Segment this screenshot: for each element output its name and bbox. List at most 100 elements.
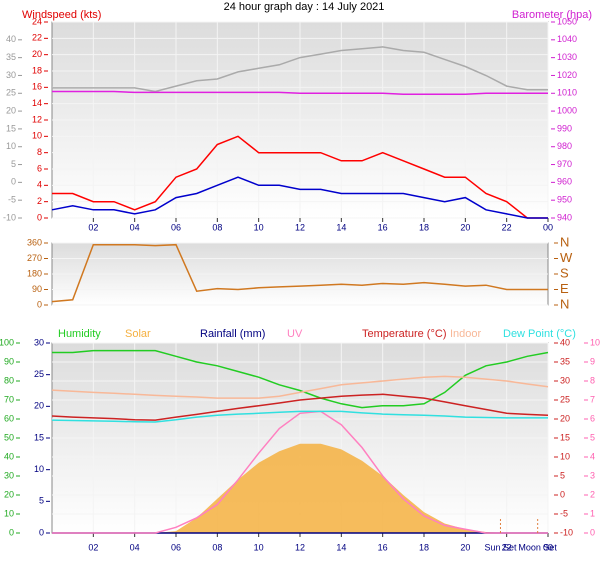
legend-entry: Indoor xyxy=(450,328,482,340)
y3-tick-label: 20 xyxy=(34,401,44,411)
y4-tick-label: 6 xyxy=(590,413,595,423)
x-tick-label: 06 xyxy=(171,542,181,552)
windspeed-label: Windspeed (kts) xyxy=(22,9,101,21)
line xyxy=(52,46,548,93)
barometer-label: Barometer (hpa) xyxy=(512,9,592,21)
y2-tick-label: -5 xyxy=(560,508,568,518)
x-tick-label: 10 xyxy=(254,222,264,232)
y3-tick-label: 25 xyxy=(34,369,44,379)
y3-tick-label: 25 xyxy=(6,88,16,98)
y3-tick-label: -5 xyxy=(8,195,16,205)
y-tick-label: 16 xyxy=(32,82,42,92)
y4-tick-label: 7 xyxy=(590,394,595,404)
y4-tick-label: 4 xyxy=(590,451,595,461)
y4-tick-label: 0 xyxy=(590,527,595,537)
line xyxy=(51,176,548,219)
legend-entry: Humidity xyxy=(58,328,101,340)
y3-tick-label: 35 xyxy=(6,52,16,62)
y2-tick-label: -10 xyxy=(560,527,573,537)
y3-tick-label: 10 xyxy=(34,464,44,474)
y3-tick-label: 0 xyxy=(39,527,44,537)
x-tick-label: 14 xyxy=(336,222,346,232)
line xyxy=(52,349,549,409)
area xyxy=(52,443,548,533)
y2-tick-label: 0 xyxy=(560,489,565,499)
y2-tick-label: 25 xyxy=(560,394,570,404)
x-tick-label: 10 xyxy=(254,542,264,552)
y-tick-label: 80 xyxy=(4,375,14,385)
y-tick-label: 270 xyxy=(27,253,42,263)
y-tick-label: 50 xyxy=(4,432,14,442)
y-tick-label: 6 xyxy=(37,163,42,173)
x-tick-label: 16 xyxy=(378,542,388,552)
x-tick-label: 00 xyxy=(543,542,553,552)
y3-tick-label: 30 xyxy=(6,70,16,80)
y2-tick-label: 1040 xyxy=(557,34,577,44)
y-tick-label: 14 xyxy=(32,98,42,108)
y-tick-label: 90 xyxy=(4,356,14,366)
annotation: Sun Set xyxy=(484,542,517,552)
line xyxy=(52,410,548,534)
y-tick-label: 90 xyxy=(32,284,42,294)
x-tick-label: 18 xyxy=(419,542,429,552)
y-tick-label: 180 xyxy=(27,268,42,278)
line xyxy=(51,393,549,421)
x-tick-label: 12 xyxy=(295,542,305,552)
y2-tick-label: 1010 xyxy=(557,88,577,98)
y-tick-label: 10 xyxy=(4,508,14,518)
x-tick-label: 12 xyxy=(295,222,305,232)
y4-tick-label: 5 xyxy=(590,432,595,442)
y-tick-label: 8 xyxy=(37,147,42,157)
y2-tick-label: 1030 xyxy=(557,52,577,62)
x-tick-label: 22 xyxy=(502,542,512,552)
y2-tick-label: 35 xyxy=(560,356,570,366)
annotation: Moon Set xyxy=(518,542,557,552)
y2-tick-label: S xyxy=(560,265,569,280)
x-tick-label: 20 xyxy=(460,222,470,232)
y-tick-label: 360 xyxy=(27,237,42,247)
legend-entry: Temperature (°C) xyxy=(362,328,446,340)
legend-entry: Dew Point (°C) xyxy=(503,328,576,340)
x-tick-label: 18 xyxy=(419,222,429,232)
y4-tick-label: 2 xyxy=(590,489,595,499)
y2-tick-label: 1050 xyxy=(557,16,577,26)
x-tick-label: 02 xyxy=(88,542,98,552)
y-tick-label: 0 xyxy=(37,212,42,222)
y2-tick-label: 970 xyxy=(557,159,572,169)
y2-tick-label: 940 xyxy=(557,212,572,222)
y-tick-label: 2 xyxy=(37,196,42,206)
x-tick-label: 06 xyxy=(171,222,181,232)
y-tick-label: 24 xyxy=(32,16,42,26)
y-tick-label: 4 xyxy=(37,180,42,190)
x-tick-label: 00 xyxy=(543,222,553,232)
y-tick-label: 100 xyxy=(0,337,14,347)
y-tick-label: 10 xyxy=(32,131,42,141)
x-tick-label: 04 xyxy=(130,222,140,232)
line xyxy=(51,410,548,423)
x-tick-label: 08 xyxy=(212,542,222,552)
y-tick-label: 20 xyxy=(32,49,42,59)
y3-tick-label: 0 xyxy=(11,177,16,187)
y3-tick-label: 15 xyxy=(6,123,16,133)
y-tick-label: 22 xyxy=(32,33,42,43)
y2-tick-label: 15 xyxy=(560,432,570,442)
y2-tick-label: 1020 xyxy=(557,70,577,80)
y2-tick-label: 10 xyxy=(560,451,570,461)
legend-entry: UV xyxy=(287,328,303,340)
y2-tick-label: N xyxy=(560,296,569,311)
y3-tick-label: 15 xyxy=(34,432,44,442)
y3-tick-label: 30 xyxy=(34,337,44,347)
y2-tick-label: 990 xyxy=(557,123,572,133)
y-tick-label: 60 xyxy=(4,413,14,423)
x-tick-label: 04 xyxy=(130,542,140,552)
y-tick-label: 30 xyxy=(4,470,14,480)
line xyxy=(51,243,548,303)
y2-tick-label: 5 xyxy=(560,470,565,480)
line xyxy=(51,375,549,399)
y2-tick-label: 950 xyxy=(557,195,572,205)
y2-tick-label: 40 xyxy=(560,337,570,347)
x-tick-label: 14 xyxy=(336,542,346,552)
x-tick-label: 20 xyxy=(460,542,470,552)
y-tick-label: 70 xyxy=(4,394,14,404)
